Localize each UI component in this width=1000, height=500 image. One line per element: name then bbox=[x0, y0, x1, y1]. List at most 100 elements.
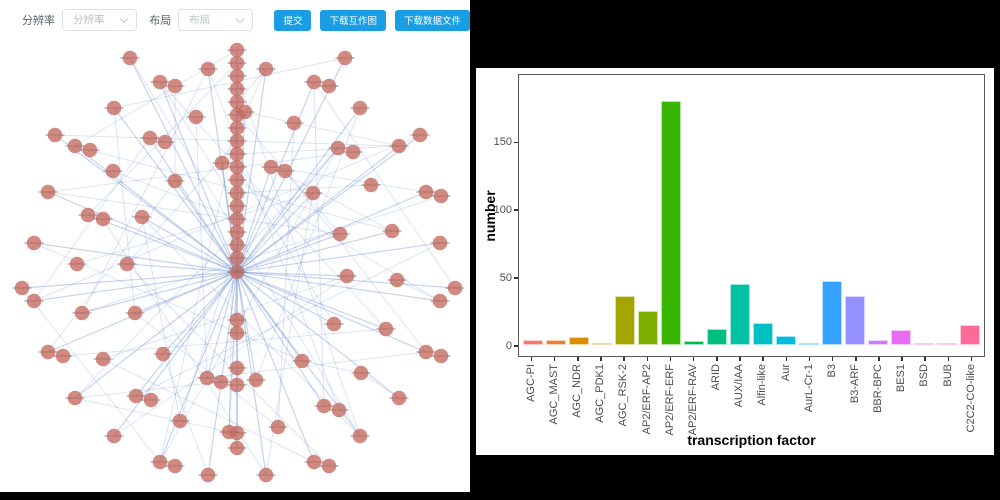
network-node[interactable] bbox=[119, 256, 135, 272]
network-node[interactable] bbox=[229, 198, 245, 214]
network-node[interactable] bbox=[332, 226, 348, 242]
network-node[interactable] bbox=[391, 138, 407, 154]
download-interaction-graph-button[interactable]: 下载互作图 bbox=[320, 9, 386, 31]
network-node[interactable] bbox=[213, 374, 229, 390]
network-node[interactable] bbox=[433, 348, 449, 364]
network-node[interactable] bbox=[353, 365, 369, 381]
submit-button[interactable]: 提交 bbox=[274, 9, 312, 31]
network-node[interactable] bbox=[105, 163, 121, 179]
network-node[interactable] bbox=[134, 209, 150, 225]
network-node[interactable] bbox=[412, 127, 428, 143]
network-node[interactable] bbox=[337, 50, 353, 66]
network-node[interactable] bbox=[229, 264, 245, 280]
network-node[interactable] bbox=[330, 140, 346, 156]
network-node[interactable] bbox=[229, 81, 245, 97]
network-node[interactable] bbox=[432, 235, 448, 251]
network-node[interactable] bbox=[142, 130, 158, 146]
network-node[interactable] bbox=[155, 346, 171, 362]
network-node[interactable] bbox=[248, 372, 264, 388]
network-node[interactable] bbox=[152, 454, 168, 470]
network-node[interactable] bbox=[172, 413, 188, 429]
network-node[interactable] bbox=[229, 172, 245, 188]
network-node[interactable] bbox=[352, 100, 368, 116]
network-node[interactable] bbox=[229, 325, 245, 341]
network-node[interactable] bbox=[95, 351, 111, 367]
network-node[interactable] bbox=[363, 177, 379, 193]
network-node[interactable] bbox=[229, 185, 245, 201]
network-node[interactable] bbox=[229, 312, 245, 328]
network-node[interactable] bbox=[229, 42, 245, 58]
network-node[interactable] bbox=[229, 159, 245, 175]
network-node[interactable] bbox=[229, 360, 245, 376]
network-node[interactable] bbox=[384, 223, 400, 239]
network-node[interactable] bbox=[258, 61, 274, 77]
network-node[interactable] bbox=[229, 224, 245, 240]
network-node[interactable] bbox=[389, 272, 405, 288]
network-node[interactable] bbox=[67, 138, 83, 154]
network-node[interactable] bbox=[199, 370, 215, 386]
network-node[interactable] bbox=[95, 211, 111, 227]
network-node[interactable] bbox=[229, 237, 245, 253]
network-node[interactable] bbox=[433, 188, 449, 204]
network-node[interactable] bbox=[229, 68, 245, 84]
network-node[interactable] bbox=[74, 305, 90, 321]
network-node[interactable] bbox=[47, 127, 63, 143]
network-node[interactable] bbox=[229, 146, 245, 162]
network-node[interactable] bbox=[127, 305, 143, 321]
network-node[interactable] bbox=[229, 250, 245, 266]
network-node[interactable] bbox=[128, 388, 144, 404]
network-node[interactable] bbox=[306, 454, 322, 470]
resolution-select[interactable]: 分辨率 bbox=[62, 9, 138, 31]
network-node[interactable] bbox=[80, 207, 96, 223]
network-node[interactable] bbox=[40, 184, 56, 200]
network-node[interactable] bbox=[391, 390, 407, 406]
network-node[interactable] bbox=[321, 458, 337, 474]
network-node[interactable] bbox=[214, 155, 230, 171]
network-node[interactable] bbox=[378, 321, 394, 337]
network-node[interactable] bbox=[229, 377, 245, 393]
network-node[interactable] bbox=[143, 392, 159, 408]
network-node[interactable] bbox=[331, 402, 347, 418]
network-node[interactable] bbox=[229, 55, 245, 71]
network-node[interactable] bbox=[270, 419, 286, 435]
network-node[interactable] bbox=[200, 61, 216, 77]
network-node[interactable] bbox=[200, 467, 216, 483]
network-node[interactable] bbox=[82, 142, 98, 158]
network-node[interactable] bbox=[26, 293, 42, 309]
network-node[interactable] bbox=[67, 390, 83, 406]
network-node[interactable] bbox=[237, 104, 253, 120]
network-node[interactable] bbox=[352, 428, 368, 444]
network-node[interactable] bbox=[339, 268, 355, 284]
network-node[interactable] bbox=[221, 424, 237, 440]
network-node[interactable] bbox=[167, 458, 183, 474]
network-node[interactable] bbox=[188, 109, 204, 125]
network-node[interactable] bbox=[152, 74, 168, 90]
network-node[interactable] bbox=[69, 256, 85, 272]
network-node[interactable] bbox=[229, 440, 245, 456]
network-node[interactable] bbox=[306, 74, 322, 90]
network-node[interactable] bbox=[167, 78, 183, 94]
network-graph[interactable] bbox=[0, 40, 470, 492]
network-node[interactable] bbox=[418, 344, 434, 360]
network-node[interactable] bbox=[229, 211, 245, 227]
network-node[interactable] bbox=[14, 280, 30, 296]
network-node[interactable] bbox=[229, 94, 245, 110]
network-node[interactable] bbox=[305, 185, 321, 201]
network-node[interactable] bbox=[432, 293, 448, 309]
network-node[interactable] bbox=[316, 398, 332, 414]
network-node[interactable] bbox=[26, 235, 42, 251]
network-node[interactable] bbox=[157, 134, 173, 150]
network-node[interactable] bbox=[286, 115, 302, 131]
network-node[interactable] bbox=[258, 467, 274, 483]
network-node[interactable] bbox=[294, 353, 310, 369]
network-node[interactable] bbox=[321, 78, 337, 94]
network-node[interactable] bbox=[122, 50, 138, 66]
network-node[interactable] bbox=[106, 100, 122, 116]
network-node[interactable] bbox=[106, 428, 122, 444]
network-node[interactable] bbox=[418, 184, 434, 200]
network-node[interactable] bbox=[167, 173, 183, 189]
network-node[interactable] bbox=[277, 163, 293, 179]
network-node[interactable] bbox=[229, 133, 245, 149]
network-node[interactable] bbox=[447, 280, 463, 296]
network-node[interactable] bbox=[326, 316, 342, 332]
